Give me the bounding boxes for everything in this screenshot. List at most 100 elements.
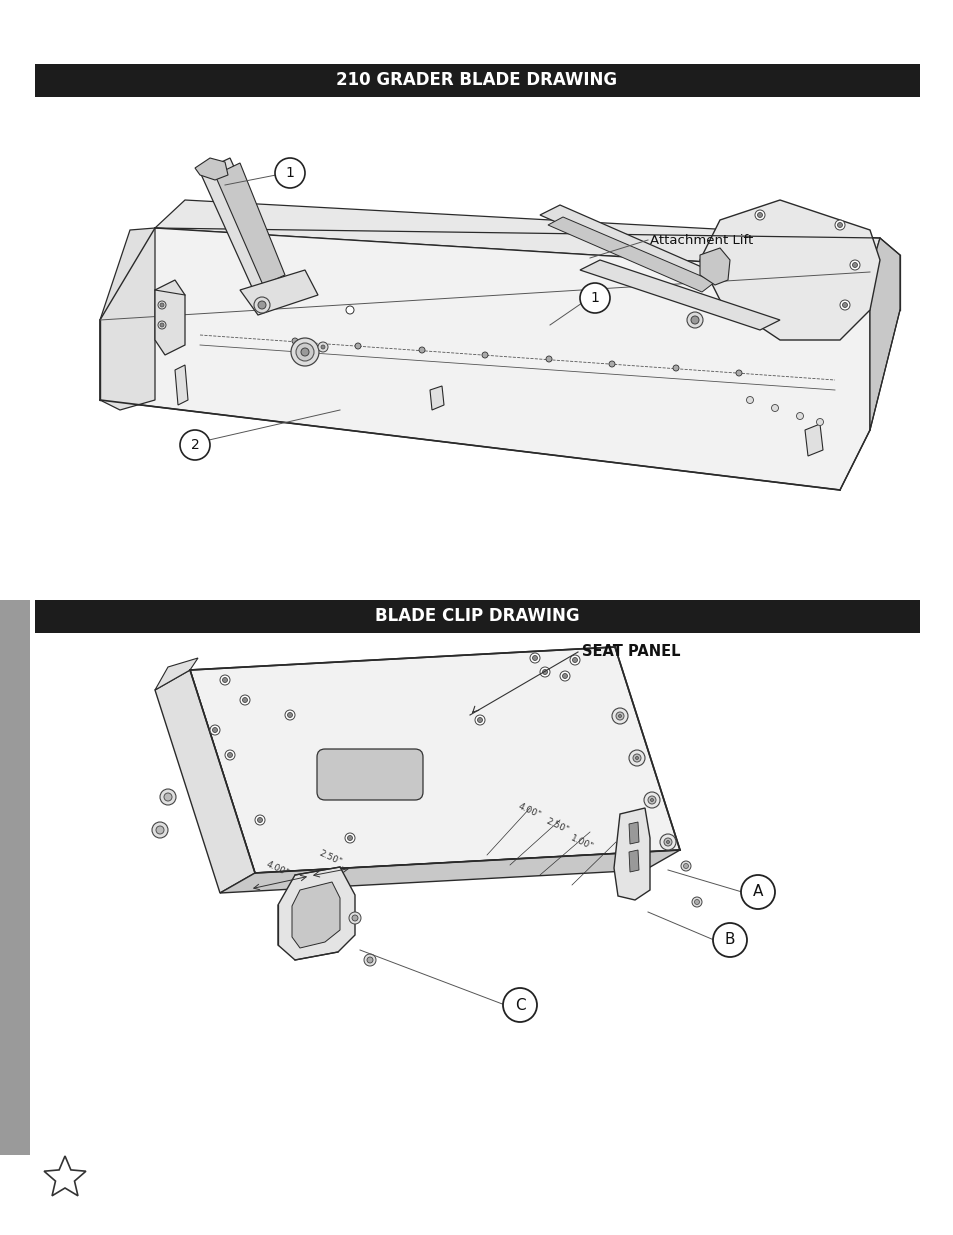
- Circle shape: [579, 283, 609, 312]
- Circle shape: [225, 750, 234, 760]
- Text: 2.50": 2.50": [543, 816, 569, 835]
- Polygon shape: [240, 270, 317, 315]
- Circle shape: [160, 789, 175, 805]
- Circle shape: [320, 345, 325, 350]
- Circle shape: [562, 673, 567, 678]
- Circle shape: [346, 306, 354, 314]
- Polygon shape: [44, 1156, 86, 1195]
- Circle shape: [757, 212, 761, 217]
- Circle shape: [612, 708, 627, 724]
- Text: SEAT PANEL: SEAT PANEL: [581, 645, 679, 659]
- Polygon shape: [292, 882, 339, 948]
- Circle shape: [545, 356, 552, 362]
- Polygon shape: [628, 850, 639, 872]
- Circle shape: [840, 300, 849, 310]
- Polygon shape: [220, 850, 679, 893]
- Polygon shape: [700, 200, 879, 340]
- Circle shape: [849, 261, 859, 270]
- Polygon shape: [547, 217, 714, 291]
- Polygon shape: [430, 387, 443, 410]
- Circle shape: [254, 815, 265, 825]
- Circle shape: [257, 818, 262, 823]
- Circle shape: [735, 370, 741, 375]
- Circle shape: [222, 678, 227, 683]
- Polygon shape: [194, 158, 228, 180]
- Circle shape: [672, 366, 679, 370]
- Circle shape: [740, 876, 774, 909]
- Circle shape: [502, 988, 537, 1023]
- Circle shape: [834, 220, 844, 230]
- Text: 1: 1: [590, 291, 598, 305]
- Text: 1: 1: [285, 165, 294, 180]
- Circle shape: [253, 296, 270, 312]
- Circle shape: [796, 412, 802, 420]
- Text: 2.50": 2.50": [316, 848, 342, 867]
- Text: 4.00": 4.00": [265, 860, 291, 878]
- Circle shape: [816, 419, 822, 426]
- Circle shape: [349, 911, 360, 924]
- Circle shape: [210, 725, 220, 735]
- Circle shape: [628, 750, 644, 766]
- Circle shape: [477, 718, 482, 722]
- Circle shape: [572, 657, 577, 662]
- Polygon shape: [100, 228, 154, 410]
- Polygon shape: [277, 867, 355, 960]
- Circle shape: [659, 834, 676, 850]
- Circle shape: [367, 957, 373, 963]
- Circle shape: [771, 405, 778, 411]
- Circle shape: [291, 338, 318, 366]
- Text: A: A: [752, 884, 762, 899]
- Circle shape: [852, 263, 857, 268]
- Circle shape: [227, 752, 233, 757]
- Circle shape: [158, 321, 166, 329]
- Circle shape: [686, 312, 702, 329]
- Circle shape: [355, 343, 360, 350]
- Circle shape: [608, 361, 615, 367]
- Circle shape: [682, 863, 688, 868]
- Circle shape: [156, 826, 164, 834]
- Bar: [0, 600, 30, 1155]
- Circle shape: [841, 303, 846, 308]
- Text: BLADE CLIP DRAWING: BLADE CLIP DRAWING: [375, 606, 578, 625]
- Text: C: C: [515, 998, 525, 1013]
- Polygon shape: [214, 163, 285, 285]
- Polygon shape: [154, 671, 254, 893]
- Circle shape: [633, 755, 640, 762]
- Circle shape: [257, 301, 266, 309]
- Circle shape: [364, 953, 375, 966]
- Circle shape: [712, 923, 746, 957]
- Circle shape: [532, 656, 537, 661]
- Circle shape: [569, 655, 579, 664]
- Circle shape: [635, 757, 638, 760]
- Circle shape: [666, 841, 669, 844]
- Text: 210 GRADER BLADE DRAWING: 210 GRADER BLADE DRAWING: [336, 70, 617, 89]
- Circle shape: [160, 303, 164, 308]
- Circle shape: [301, 348, 309, 356]
- Text: Attachment Lift: Attachment Lift: [649, 233, 753, 247]
- Polygon shape: [804, 424, 822, 456]
- Polygon shape: [628, 823, 639, 844]
- Polygon shape: [100, 228, 869, 490]
- Circle shape: [347, 836, 352, 841]
- Circle shape: [837, 222, 841, 227]
- Polygon shape: [700, 248, 729, 285]
- Circle shape: [164, 793, 172, 802]
- Circle shape: [242, 698, 247, 703]
- Polygon shape: [154, 280, 185, 354]
- Circle shape: [691, 897, 701, 906]
- Circle shape: [180, 430, 210, 459]
- Polygon shape: [190, 647, 679, 873]
- Circle shape: [616, 713, 623, 720]
- Circle shape: [292, 338, 297, 345]
- Circle shape: [285, 710, 294, 720]
- Circle shape: [295, 343, 314, 361]
- Circle shape: [690, 316, 699, 324]
- Circle shape: [680, 861, 690, 871]
- Circle shape: [650, 799, 653, 802]
- Circle shape: [274, 158, 305, 188]
- Circle shape: [475, 715, 484, 725]
- Polygon shape: [154, 658, 198, 690]
- Circle shape: [663, 839, 671, 846]
- Circle shape: [287, 713, 293, 718]
- Polygon shape: [579, 261, 780, 330]
